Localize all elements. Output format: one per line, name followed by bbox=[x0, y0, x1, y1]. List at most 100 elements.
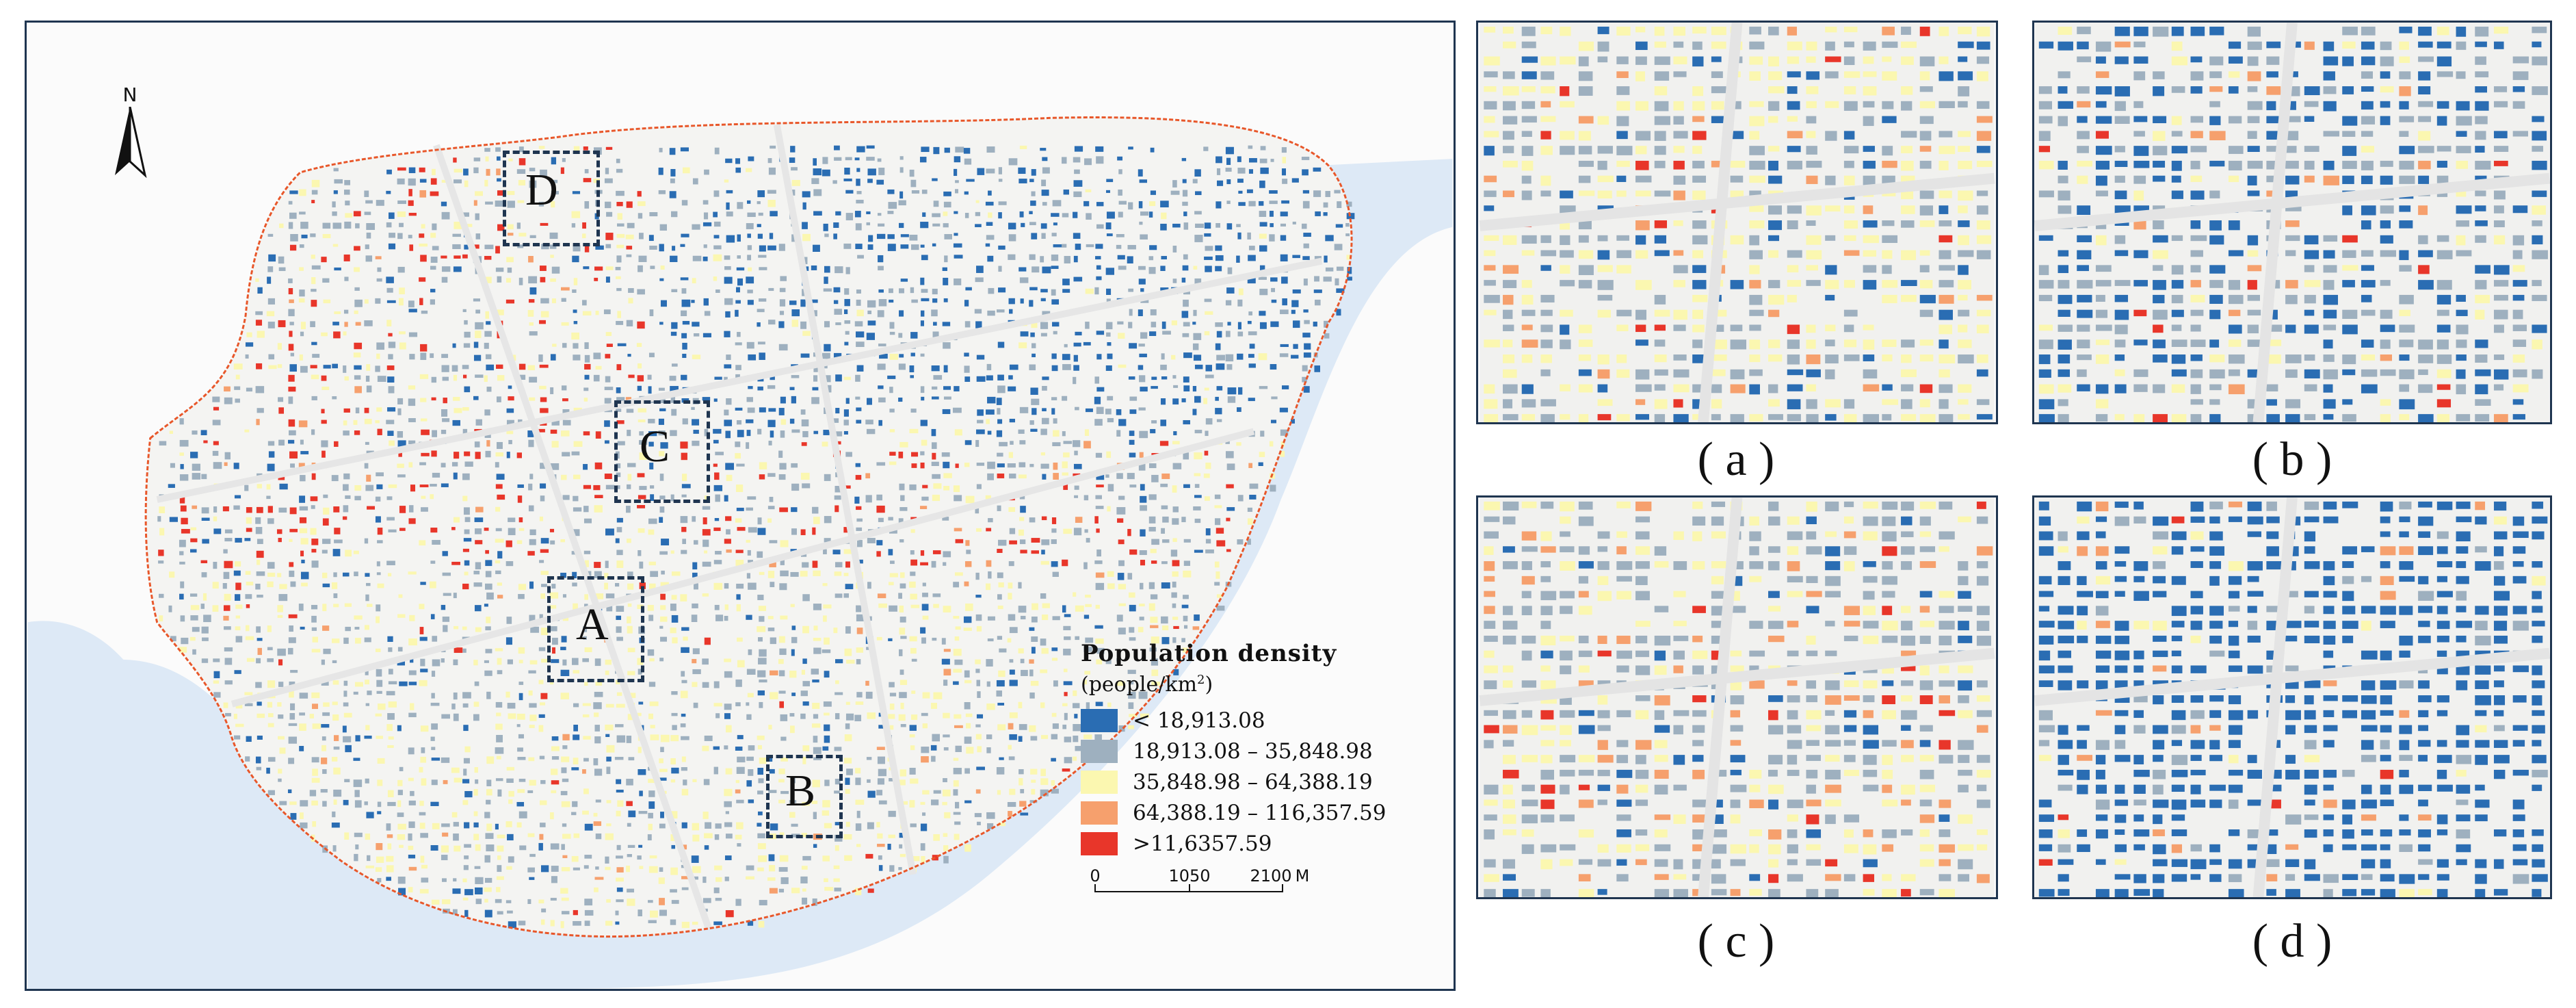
building-block bbox=[1214, 494, 1221, 500]
building-block bbox=[617, 441, 625, 445]
building-block bbox=[910, 778, 919, 784]
building-block bbox=[200, 430, 207, 436]
building-block bbox=[999, 648, 1007, 653]
building-block bbox=[770, 692, 778, 699]
building-block bbox=[780, 540, 789, 547]
building-block bbox=[505, 540, 512, 547]
building-block bbox=[1216, 540, 1226, 547]
building-block bbox=[594, 725, 600, 732]
building-block bbox=[267, 723, 274, 727]
building-block bbox=[966, 747, 974, 754]
building-block bbox=[2380, 56, 2394, 66]
building-block bbox=[605, 276, 610, 283]
building-block bbox=[802, 202, 806, 210]
building-block bbox=[877, 593, 886, 599]
building-block bbox=[539, 755, 545, 760]
building-block bbox=[681, 887, 689, 890]
building-block bbox=[1654, 414, 1666, 422]
building-block bbox=[627, 671, 635, 675]
building-block bbox=[1160, 223, 1167, 231]
building-block bbox=[1919, 309, 1933, 318]
building-block bbox=[1673, 41, 1684, 48]
building-block bbox=[1654, 324, 1666, 331]
building-block bbox=[746, 865, 754, 870]
building-block bbox=[1863, 384, 1880, 392]
building-block bbox=[889, 452, 896, 456]
building-block bbox=[2153, 86, 2165, 96]
building-block bbox=[267, 713, 274, 718]
building-block bbox=[1635, 516, 1651, 523]
building-block bbox=[2456, 116, 2472, 126]
building-block bbox=[1182, 190, 1188, 197]
building-block bbox=[813, 747, 822, 754]
building-block bbox=[845, 723, 850, 729]
building-block bbox=[910, 604, 920, 608]
building-block bbox=[246, 517, 252, 524]
building-block bbox=[573, 309, 577, 313]
building-block bbox=[680, 516, 688, 524]
building-block bbox=[550, 387, 554, 395]
building-block bbox=[1194, 484, 1200, 488]
building-block bbox=[628, 298, 633, 304]
building-block bbox=[453, 659, 458, 666]
building-block bbox=[408, 800, 416, 805]
building-block bbox=[1560, 101, 1575, 107]
building-block bbox=[856, 407, 862, 411]
building-block bbox=[920, 353, 925, 357]
building-block bbox=[1958, 205, 1968, 214]
building-block bbox=[1085, 637, 1094, 643]
building-block bbox=[562, 409, 570, 415]
building-block bbox=[562, 833, 571, 839]
building-block bbox=[540, 593, 546, 599]
building-block bbox=[1194, 550, 1203, 553]
building-block bbox=[2190, 250, 2203, 257]
building-block bbox=[508, 439, 512, 445]
building-block bbox=[802, 625, 809, 634]
building-block bbox=[683, 167, 690, 174]
building-block bbox=[1259, 222, 1267, 227]
building-block bbox=[2171, 160, 2182, 171]
building-block bbox=[911, 714, 918, 720]
building-block bbox=[408, 300, 415, 308]
building-block bbox=[595, 682, 603, 686]
building-block bbox=[321, 758, 328, 764]
building-block bbox=[594, 266, 603, 271]
building-block bbox=[1019, 539, 1026, 545]
building-block bbox=[757, 190, 765, 198]
building-block bbox=[954, 156, 961, 163]
building-block bbox=[922, 212, 926, 217]
building-block bbox=[246, 658, 255, 662]
building-block bbox=[551, 298, 556, 304]
building-block bbox=[1843, 101, 1858, 111]
building-block bbox=[1787, 339, 1800, 349]
building-block bbox=[942, 322, 951, 326]
building-block bbox=[1118, 560, 1125, 567]
building-block bbox=[462, 428, 468, 435]
building-block bbox=[224, 529, 233, 534]
building-block bbox=[1749, 235, 1760, 246]
building-block bbox=[834, 486, 842, 493]
building-block bbox=[2077, 354, 2092, 361]
legend-label: 64,388.19 – 116,357.59 bbox=[1133, 800, 1386, 825]
building-block bbox=[311, 289, 317, 292]
building-block bbox=[1009, 712, 1018, 719]
building-block bbox=[985, 495, 991, 500]
building-block bbox=[2493, 369, 2509, 380]
building-block bbox=[1172, 637, 1177, 643]
building-block bbox=[910, 745, 915, 751]
building-block bbox=[475, 331, 482, 339]
building-block bbox=[376, 736, 383, 739]
building-block bbox=[1787, 41, 1802, 51]
building-block bbox=[1806, 205, 1822, 216]
building-block bbox=[430, 299, 436, 305]
building-block bbox=[518, 419, 523, 423]
building-block bbox=[2532, 160, 2547, 170]
building-block bbox=[388, 669, 393, 675]
building-block bbox=[2171, 56, 2188, 66]
building-block bbox=[648, 615, 654, 621]
building-block bbox=[855, 768, 861, 774]
building-block bbox=[944, 234, 953, 240]
building-block bbox=[527, 551, 535, 556]
building-block bbox=[2493, 309, 2508, 320]
building-block bbox=[812, 679, 819, 683]
